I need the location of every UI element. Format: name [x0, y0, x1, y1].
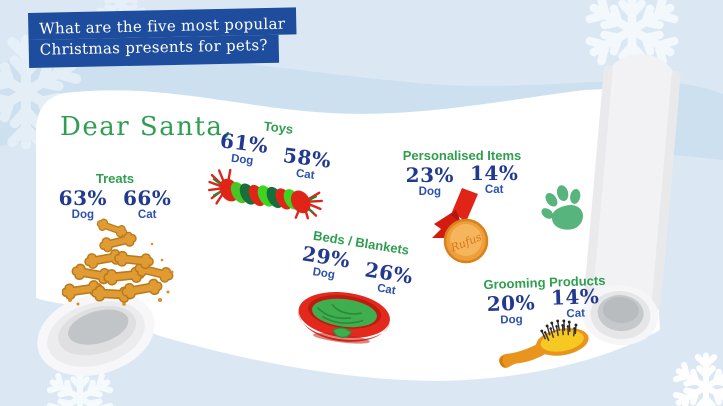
- cat-label: Cat: [484, 184, 504, 196]
- category-title: Personalised Items: [402, 148, 522, 163]
- scroll-roll-left: [37, 292, 155, 376]
- treats-cat-stat: 66% Cat: [123, 186, 172, 222]
- letter-greeting: Dear Santa,: [60, 112, 234, 142]
- paw-print-icon: [541, 185, 583, 230]
- dog-label: Dog: [418, 186, 441, 198]
- medal-ribbon: [432, 188, 478, 238]
- grooming-cat-percent: 14%: [550, 284, 600, 310]
- cat-label: Cat: [137, 209, 157, 221]
- scroll-paper: [36, 87, 660, 381]
- brush-icon: [499, 319, 589, 368]
- treats-cat-percent: 66%: [123, 186, 172, 210]
- medal-disc: Rufus: [443, 218, 489, 264]
- scroll-roll-right: [582, 53, 681, 346]
- banner-line-2: Christmas presents for pets?: [28, 34, 280, 68]
- dog-label: Dog: [71, 209, 94, 221]
- name-medal-icon: Rufus: [432, 188, 489, 264]
- rope-toy-icon: [207, 168, 323, 220]
- treats-dog-percent: 63%: [58, 186, 107, 210]
- personalised-dog-percent: 23%: [405, 163, 454, 187]
- toys-cat-percent: 58%: [281, 143, 333, 173]
- category-treats: Treats 63% Dog 66% Cat: [55, 171, 175, 221]
- personalised-cat-percent: 14%: [470, 161, 519, 185]
- treats-icon: [62, 216, 176, 306]
- pet-bed-icon: [298, 292, 390, 344]
- personalised-cat-stat: 14% Cat: [470, 163, 518, 198]
- treats-dog-stat: 63% Dog: [58, 186, 107, 222]
- personalised-dog-stat: 23% Dog: [405, 163, 454, 199]
- grooming-dog-percent: 20%: [486, 290, 536, 316]
- toys-dog-percent: 61%: [218, 128, 270, 158]
- category-personalised-items: Personalised Items 23% Dog 14% Cat: [402, 148, 522, 198]
- category-title: Treats: [95, 171, 135, 186]
- question-banner: What are the five most popular Christmas…: [28, 7, 297, 68]
